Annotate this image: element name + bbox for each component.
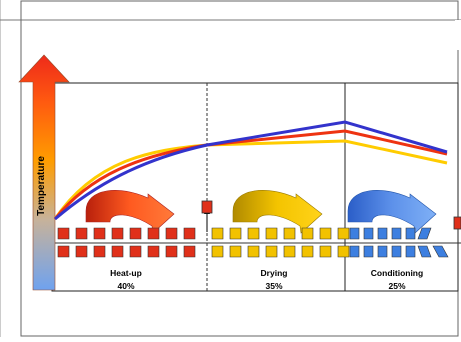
phase-label-drying: Drying [261, 268, 288, 278]
heatup-block-bottom [93, 245, 106, 258]
conditioning-block-bottom [432, 245, 449, 258]
heatup-block-bottom [147, 245, 160, 258]
drying-block-top [301, 227, 314, 240]
drying-block-bottom [247, 245, 260, 258]
heatup-block-bottom [57, 245, 70, 258]
drying-block-top [211, 227, 224, 240]
drying-block-bottom [229, 245, 242, 258]
heatup-block-bottom [183, 245, 196, 258]
conditioning-block-top [349, 227, 360, 240]
drying-block-bottom [301, 245, 314, 258]
heatup-block-top [111, 227, 124, 240]
product-blocks [57, 227, 449, 258]
conditioning-cycle-arrow [347, 190, 437, 234]
drying-block-bottom [211, 245, 224, 258]
heatup-block-bottom [165, 245, 178, 258]
drying-block-bottom [265, 245, 278, 258]
heatup-block-top [93, 227, 106, 240]
heatup-block-top [165, 227, 178, 240]
heatup-block-bottom [129, 245, 142, 258]
conditioning-block-bottom [349, 245, 360, 258]
drying-block-top [265, 227, 278, 240]
drying-block-bottom [283, 245, 296, 258]
drying-cycle-arrow [232, 190, 323, 234]
heatup-block-bottom [75, 245, 88, 258]
conditioning-block-top [417, 227, 432, 240]
conditioning-block-bottom [417, 245, 432, 258]
drying-block-top [319, 227, 332, 240]
conditioning-block-bottom [391, 245, 402, 258]
heatup-block-top [129, 227, 142, 240]
conditioning-block-bottom [405, 245, 416, 258]
temperature-arrow [18, 54, 70, 291]
frame-notch [455, 20, 461, 50]
heatup-cycle-arrow [85, 190, 175, 234]
chart-area [51, 82, 459, 292]
phase-share-drying: 35% [265, 281, 282, 291]
phase-share-heatup: 40% [117, 281, 134, 291]
drying-block-top [337, 227, 350, 240]
heatup-block-top [183, 227, 196, 240]
drying-block-bottom [337, 245, 350, 258]
conditioning-block-bottom [377, 245, 388, 258]
conditioning-block-top [363, 227, 374, 240]
y-axis-label: Temperature [36, 156, 47, 216]
drying-block-bottom [319, 245, 332, 258]
drying-block-top [247, 227, 260, 240]
conditioning-block-top [377, 227, 388, 240]
conditioning-block-top [405, 227, 416, 240]
heatup-block-top [75, 227, 88, 240]
phase-marker-edge [453, 216, 461, 230]
phase-share-conditioning: 25% [388, 281, 405, 291]
phase-label-heatup: Heat-up [110, 268, 142, 278]
curve-blue [54, 120, 448, 221]
conditioning-block-bottom [363, 245, 374, 258]
heatup-block-bottom [111, 245, 124, 258]
heatup-block-top [57, 227, 70, 240]
phase-marker-red [201, 200, 213, 214]
heatup-block-top [147, 227, 160, 240]
drying-block-top [229, 227, 242, 240]
phase-label-conditioning: Conditioning [371, 268, 423, 278]
conditioning-block-top [391, 227, 402, 240]
drying-block-top [283, 227, 296, 240]
